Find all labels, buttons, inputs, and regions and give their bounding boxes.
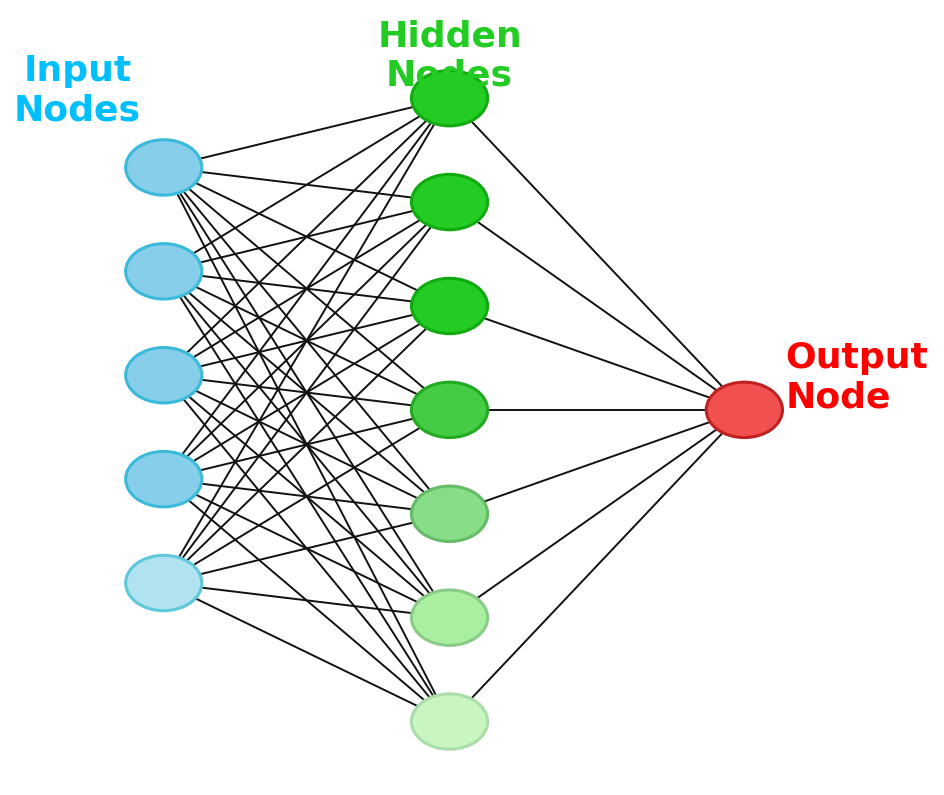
Ellipse shape <box>412 71 488 126</box>
Ellipse shape <box>126 452 202 507</box>
Ellipse shape <box>412 486 488 541</box>
Text: Output
Node: Output Node <box>785 340 928 414</box>
Ellipse shape <box>412 694 488 749</box>
Ellipse shape <box>126 140 202 195</box>
Ellipse shape <box>706 382 783 437</box>
Ellipse shape <box>412 590 488 646</box>
Ellipse shape <box>412 278 488 334</box>
Ellipse shape <box>412 382 488 437</box>
Ellipse shape <box>126 243 202 299</box>
Ellipse shape <box>126 556 202 611</box>
Ellipse shape <box>412 174 488 230</box>
Text: Input
Nodes: Input Nodes <box>14 53 141 127</box>
Ellipse shape <box>126 347 202 403</box>
Text: Hidden
Nodes: Hidden Nodes <box>378 19 522 92</box>
